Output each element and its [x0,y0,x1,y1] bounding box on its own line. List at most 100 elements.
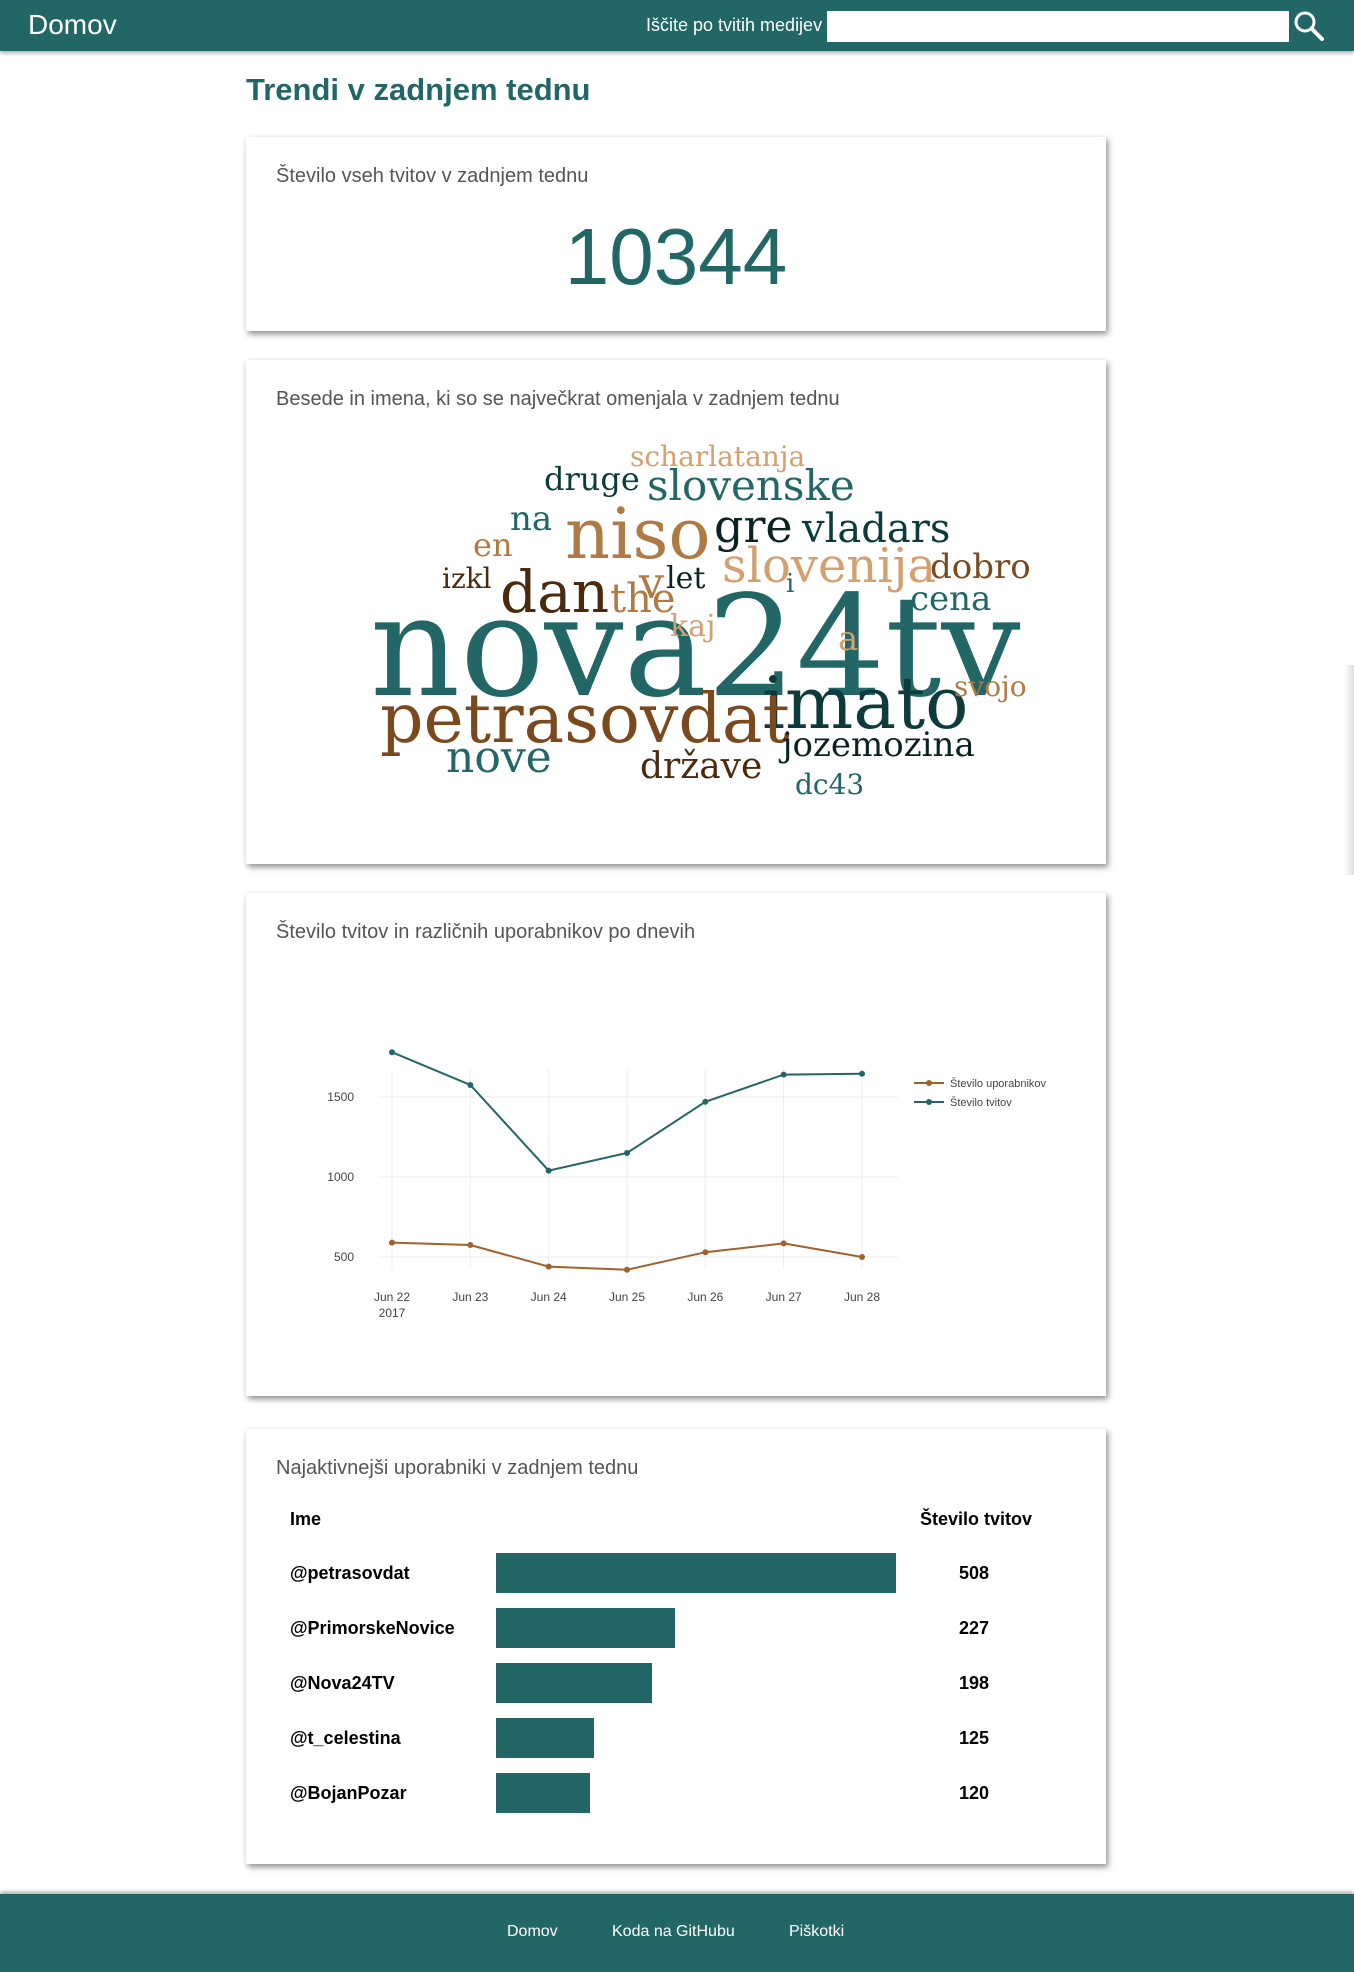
cloud-word-druge: druge [544,460,640,498]
tweet-count-value: 227 [958,1618,990,1638]
cloud-word-the: the [610,576,676,622]
daily-chart-card: Število tvitov in različnih uporabnikov … [246,893,1106,1396]
footer-link-cookies[interactable]: Piškotki [789,1923,845,1940]
col-header-name: Ime [290,1509,322,1529]
tweet-count-bar [496,1608,675,1648]
top-users-title: Najaktivnejši uporabniki v zadnjem tednu [276,1457,639,1479]
cloud-word-let: let [666,561,705,596]
x-tick-label: Jun 24 [531,1290,567,1304]
cloud-word-en: en [473,526,513,564]
wordcloud-title: Besede in imena, ki so se največkrat ome… [276,388,840,410]
cloud-word-nove: nove [446,732,552,783]
user-name-link[interactable]: @BojanPozar [290,1783,407,1803]
cloud-word-petrasovdat: petrasovdat [380,680,790,759]
legend-entry: Število tvitov [950,1096,1012,1109]
total-tweets-title: Število vseh tvitov v zadnjem tednu [276,165,589,187]
tweet-count-bar [496,1773,590,1813]
search-button[interactable] [1292,9,1326,43]
cloud-word-kaj: kaj [670,609,715,644]
table-row: @petrasovdat 508 [276,1553,1076,1593]
tweet-count-bar [496,1553,896,1593]
table-row: @BojanPozar 120 [276,1773,1076,1813]
x-tick-label: Jun 22 [374,1290,410,1304]
x-tick-label: Jun 26 [687,1290,723,1304]
footer-link-github[interactable]: Koda na GitHubu [612,1923,735,1940]
col-header-count: Število tvitov [919,1509,1033,1529]
magnifier-icon [1294,11,1324,41]
data-point [545,1167,552,1174]
data-point [545,1263,552,1270]
total-tweets-card: Število vseh tvitov v zadnjem tednu 1034… [246,137,1106,331]
x-tick-label: Jun 25 [609,1290,645,1304]
cloud-word-jozemozina: jozemozina [778,725,975,765]
data-point [624,1266,630,1273]
y-tick-label: 1000 [327,1170,354,1184]
brand-home-link[interactable]: Domov [28,9,117,40]
cloud-word-imato: imato [762,661,969,745]
tweet-count-bar [496,1663,652,1703]
cloud-word-vladars: vladars [801,506,950,552]
data-point [467,1082,474,1088]
cloud-word-v: v [638,558,664,609]
tweet-count-bar [496,1718,594,1758]
cloud-word-slovenske: slovenske [647,461,855,510]
total-tweets-value: 10344 [564,212,788,301]
cloud-word-svojo: svojo [954,670,1027,703]
x-tick-label: Jun 28 [844,1290,880,1304]
cloud-word-dobro: dobro [930,547,1031,587]
cloud-word-gre: gre [714,499,793,553]
user-name-link[interactable]: @petrasovdat [290,1563,410,1583]
legend-swatch-point [926,1080,932,1086]
cloud-word-dan: dan [500,558,609,626]
table-row: @PrimorskeNovice 227 [276,1608,1076,1648]
user-name-link[interactable]: @t_celestina [290,1728,401,1748]
x-tick-label: Jun 23 [452,1290,488,1304]
top-users-card: Najaktivnejši uporabniki v zadnjem tednu… [246,1429,1106,1864]
cloud-word-dc43: dc43 [795,768,864,801]
page-title: Trendi v zadnjem tednu [246,72,591,107]
x-year-label: 2017 [379,1306,406,1320]
navbar: Domov Iščite po tvitih medijev [0,0,1354,51]
search-label: Iščite po tvitih medijev [646,15,823,35]
tweet-count-value: 120 [958,1783,990,1803]
data-point [859,1070,865,1077]
data-point [702,1249,709,1256]
cloud-word-a: a [838,619,858,659]
tweet-count-value: 508 [958,1563,990,1583]
data-point [467,1242,474,1248]
footer: Domov Koda na GitHubu Piškotki [0,1894,1354,1972]
table-row: @Nova24TV 198 [276,1663,1076,1703]
y-tick-label: 500 [334,1250,354,1264]
cloud-word-i: i [786,569,794,599]
legend-entry: Število uporabnikov [950,1077,1047,1090]
data-point [389,1239,395,1246]
footer-link-home[interactable]: Domov [507,1923,558,1940]
cloud-word-nova24tv: nova24tv [370,566,1021,729]
data-point [780,1240,787,1247]
page-edge-shadow [1344,665,1354,875]
user-name-link[interactable]: @PrimorskeNovice [290,1618,455,1638]
y-tick-label: 1500 [327,1090,354,1104]
data-point [624,1150,630,1156]
user-name-link[interactable]: @Nova24TV [290,1673,395,1693]
legend-swatch-point [926,1099,932,1105]
data-point [859,1254,865,1260]
data-point [780,1071,787,1078]
table-row: @t_celestina 125 [276,1718,1076,1758]
data-point [702,1098,709,1105]
daily-line-chart: 500 1000 1500 Jun 22 Jun 23 Jun 24 Jun 25 Jun 2… [327,1049,1047,1320]
cloud-word-niso: niso [565,493,711,575]
data-point [389,1049,395,1056]
cloud-word-na: na [510,499,552,539]
search-input[interactable] [827,11,1289,42]
tweet-count-value: 125 [958,1728,990,1748]
cloud-word-slovenija: slovenija [722,538,936,594]
tweet-count-value: 198 [958,1673,990,1693]
wordcloud-card: Besede in imena, ki so se največkrat ome… [246,360,1106,864]
cloud-word-cena: cena [910,579,991,619]
cloud-word-drzave: države [640,746,762,787]
daily-chart-title: Število tvitov in različnih uporabnikov … [276,921,696,943]
cloud-word-izkl: izkl [442,562,492,595]
cloud-word-scharlatanja: scharlatanja [630,440,805,473]
x-tick-label: Jun 27 [766,1290,802,1304]
